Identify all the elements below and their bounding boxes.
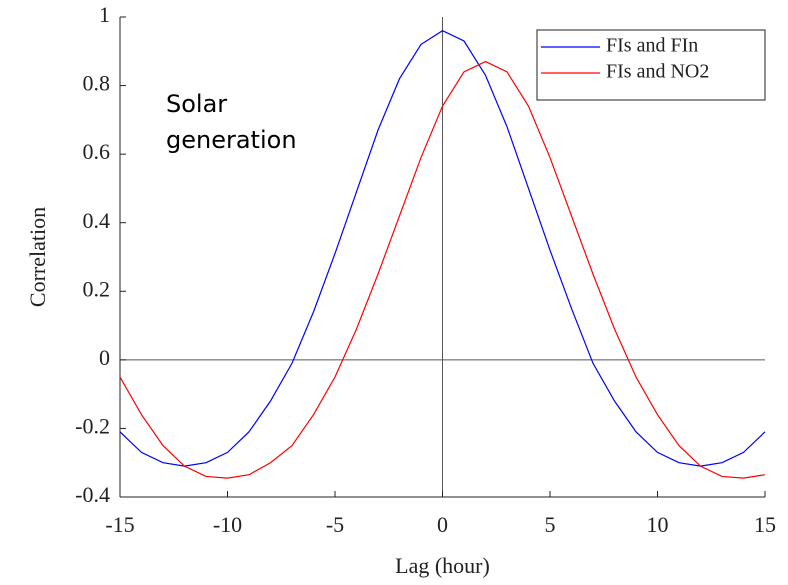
y-tick-label: 1 <box>99 2 110 27</box>
y-tick-label: 0 <box>99 345 110 370</box>
series-line <box>119 60 766 479</box>
x-tick-label: -15 <box>105 512 134 537</box>
x-tick-label: -10 <box>213 512 242 537</box>
x-tick-label: 15 <box>754 512 776 537</box>
y-tick-label: 0.6 <box>83 139 111 164</box>
legend-label: FIs and FIn <box>606 35 698 57</box>
legend-label: FIs and NO2 <box>606 61 709 83</box>
x-axis-label: Lag (hour) <box>395 553 490 578</box>
y-tick-label: 0.8 <box>83 71 111 96</box>
x-tick-label: 5 <box>545 512 556 537</box>
x-tick-label: -5 <box>326 512 344 537</box>
x-tick-label: 10 <box>647 512 669 537</box>
y-tick-label: -0.4 <box>75 482 110 507</box>
y-axis-label: Correlation <box>25 207 50 307</box>
y-tick-label: 0.4 <box>83 208 111 233</box>
series-line <box>119 30 766 467</box>
annotation: Solar generation <box>166 90 297 154</box>
x-tick-label: 0 <box>437 512 448 537</box>
legend-box <box>536 29 766 101</box>
y-tick-label: 0.2 <box>83 276 111 301</box>
y-tick-label: -0.2 <box>75 413 110 438</box>
